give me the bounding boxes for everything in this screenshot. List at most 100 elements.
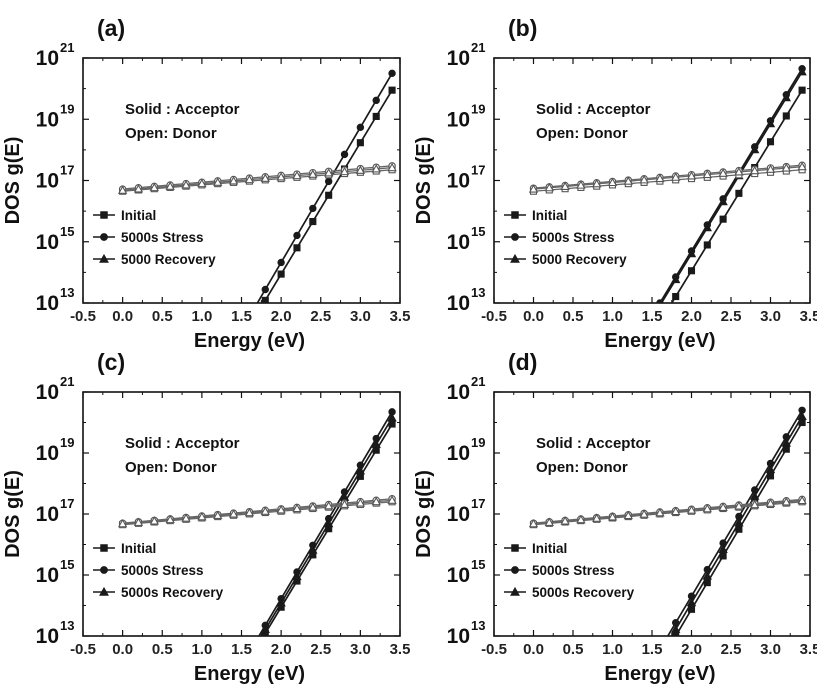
x-tick-label: 1.5 [231, 308, 252, 325]
y-tick-label: 10 [36, 47, 59, 70]
y-tick-label: 10 [447, 170, 470, 193]
series-line [660, 71, 803, 303]
data-point [228, 509, 239, 518]
series-donor-triangle [117, 495, 397, 528]
data-point [607, 512, 618, 521]
legend-label: Initial [121, 541, 156, 556]
x-tick-label: 2.5 [310, 308, 331, 325]
y-tick-label: 10 [36, 108, 59, 131]
y-tick-exponent: 15 [471, 224, 485, 239]
y-tick-exponent: 13 [471, 618, 485, 633]
data-point [149, 182, 160, 192]
x-tick-label: 0.5 [563, 641, 584, 658]
data-point [798, 86, 806, 94]
x-tick-label: 1.0 [602, 641, 623, 658]
data-point [372, 112, 380, 120]
y-tick-exponent: 19 [60, 101, 74, 116]
y-tick-exponent: 19 [60, 435, 74, 450]
data-point [324, 177, 333, 186]
series-line [533, 498, 803, 524]
data-point [781, 497, 791, 506]
y-tick-exponent: 21 [471, 40, 485, 55]
data-point [197, 511, 207, 521]
data-point [277, 258, 285, 267]
x-tick-label: 3.5 [800, 308, 817, 325]
data-point [293, 244, 301, 252]
data-point [592, 178, 602, 188]
x-tick-label: 0.0 [523, 308, 544, 325]
data-point [292, 571, 302, 581]
plot-frame-b [493, 57, 811, 304]
data-point [323, 518, 334, 528]
x-tick-label: 2.0 [271, 641, 292, 658]
x-tick-label: 1.5 [642, 308, 663, 325]
data-point [672, 632, 680, 636]
data-point [797, 411, 807, 420]
data-point [576, 514, 586, 524]
data-point [686, 248, 697, 258]
y-tick-exponent: 17 [60, 496, 74, 511]
data-point [149, 516, 160, 525]
y-tick-label: 10 [447, 625, 470, 648]
data-point [371, 496, 381, 506]
data-point [623, 510, 633, 520]
series-line [122, 501, 393, 526]
series-group-c [117, 408, 397, 636]
series-line [122, 166, 393, 191]
data-point [355, 498, 366, 507]
x-tick-label: 3.0 [760, 641, 781, 658]
data-point [702, 169, 712, 179]
data-point [388, 86, 396, 94]
y-tick-label: 10 [447, 47, 470, 70]
y-axis-title: DOS g(E) [2, 137, 24, 225]
y-tick-label: 10 [36, 564, 59, 587]
data-point [655, 507, 665, 517]
data-point [388, 69, 396, 78]
data-point [797, 161, 807, 171]
legend-marker [100, 544, 108, 552]
series-acceptor-square [261, 86, 396, 303]
series-donor-triangle [117, 162, 397, 194]
data-point [560, 516, 570, 525]
data-point [686, 597, 697, 607]
data-point [607, 177, 618, 187]
x-tick-label: 2.5 [721, 641, 742, 658]
data-point [655, 173, 665, 183]
data-point [686, 171, 697, 180]
annotation-text: Solid : Acceptor [125, 435, 240, 452]
annotation-text: Solid : Acceptor [125, 101, 240, 118]
data-point [308, 502, 318, 511]
legend-marker [100, 211, 108, 219]
data-point [372, 96, 380, 105]
data-point [133, 184, 144, 193]
legend-marker [100, 233, 108, 241]
y-tick-label: 10 [36, 503, 59, 526]
data-point [292, 170, 302, 180]
data-point [165, 514, 175, 524]
y-axis-title: DOS g(E) [413, 470, 435, 558]
data-point [544, 517, 554, 526]
y-tick-label: 10 [36, 231, 59, 254]
series-acceptor-circle [256, 69, 396, 303]
data-point [750, 144, 760, 154]
y-tick-exponent: 13 [60, 285, 74, 300]
data-point [309, 217, 317, 226]
panel-label-d: (d) [508, 349, 537, 375]
annotation-text: Open: Donor [536, 459, 628, 476]
legend-marker [510, 586, 520, 596]
y-tick-label: 10 [447, 381, 470, 404]
x-tick-label: 2.0 [681, 641, 702, 658]
x-tick-label: 2.0 [681, 308, 702, 325]
y-tick-exponent: 21 [60, 40, 74, 55]
data-point [782, 112, 790, 120]
data-point [197, 178, 207, 188]
x-tick-label: 0.5 [563, 308, 584, 325]
x-tick-label: 3.0 [350, 641, 371, 658]
y-tick-label: 10 [447, 292, 470, 315]
data-point [781, 92, 791, 102]
data-point [133, 517, 144, 526]
legend-label: 5000s Stress [532, 563, 615, 578]
data-point [323, 500, 334, 510]
series-acceptor-triangle [660, 66, 807, 303]
